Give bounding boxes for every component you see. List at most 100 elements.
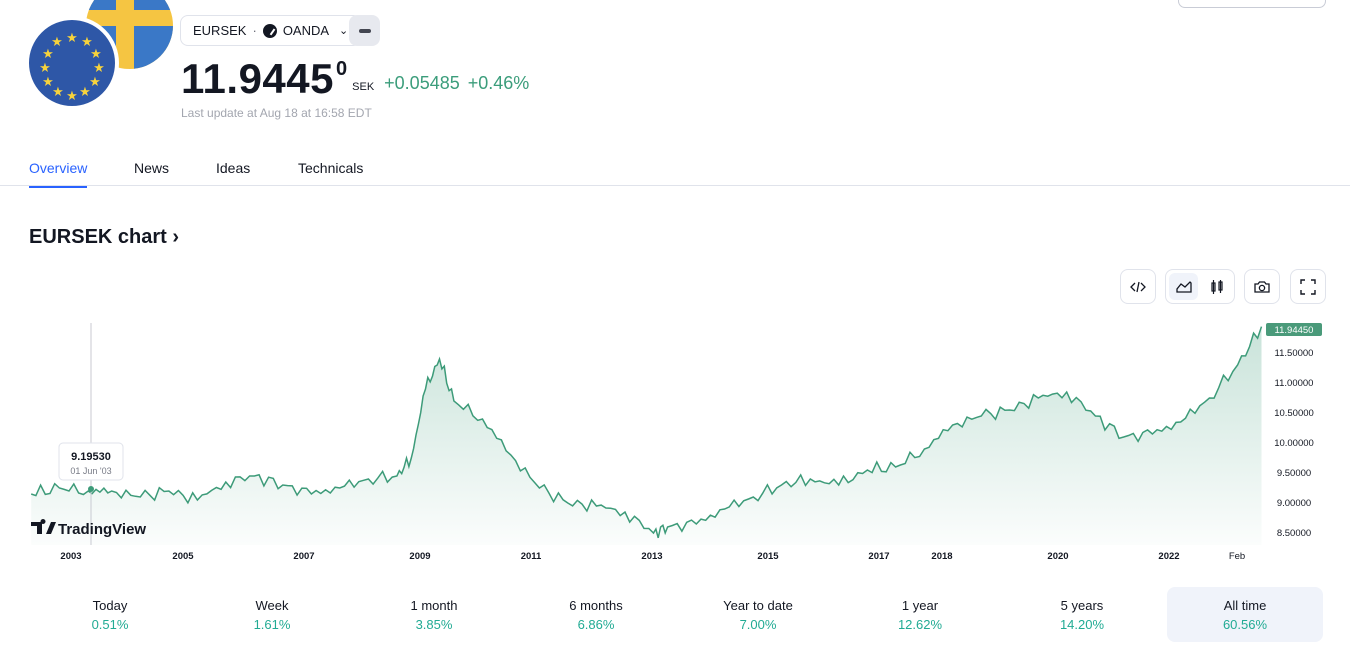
perf-year-to-date[interactable]: Year to date 7.00% bbox=[680, 587, 836, 642]
svg-text:★: ★ bbox=[42, 47, 54, 62]
y-tick-label: 11.00000 bbox=[1275, 378, 1314, 389]
y-axis: 8.50000 9.00000 9.50000 10.00000 10.50000 11.… bbox=[1274, 348, 1314, 539]
x-tick-label: 2022 bbox=[1158, 551, 1179, 562]
last-price: 11.9445 bbox=[181, 55, 335, 102]
svg-text:★: ★ bbox=[66, 31, 78, 46]
svg-text:★: ★ bbox=[79, 85, 91, 100]
fullscreen-icon bbox=[1300, 278, 1316, 295]
price-change-percent: +0.46% bbox=[467, 73, 530, 93]
perf-value: 60.56% bbox=[1222, 617, 1268, 632]
svg-text:★: ★ bbox=[66, 89, 78, 104]
y-tick-label: 9.00000 bbox=[1277, 498, 1311, 509]
perf-1-year[interactable]: 1 year 12.62% bbox=[842, 587, 998, 642]
svg-text:★: ★ bbox=[93, 61, 105, 76]
x-tick-label: 2015 bbox=[757, 551, 779, 562]
svg-text:★: ★ bbox=[39, 61, 51, 76]
price-change-absolute: +0.05485 bbox=[384, 73, 460, 93]
price-currency: SEK bbox=[352, 81, 375, 93]
svg-text:★: ★ bbox=[52, 85, 64, 100]
perf-today[interactable]: Today 0.51% bbox=[32, 587, 188, 642]
perf-value: 7.00% bbox=[739, 617, 777, 632]
price-chart[interactable]: 9.19530 01 Jun '03 TradingView 2003 2005 2… bbox=[0, 315, 1350, 570]
broker-name: OANDA bbox=[282, 23, 330, 38]
x-tick-label: 2013 bbox=[641, 551, 662, 562]
symbol-ticker: EURSEK bbox=[193, 23, 247, 38]
x-tick-label: 2017 bbox=[868, 551, 889, 562]
currency-flags: ★ ★ ★ ★ ★ ★ ★ ★ ★ ★ ★ ★ bbox=[20, 0, 177, 115]
perf-value: 14.20% bbox=[1059, 617, 1105, 632]
perf-label: Week bbox=[255, 598, 289, 613]
y-tick-label: 8.50000 bbox=[1277, 528, 1311, 539]
perf-all-time[interactable]: All time 60.56% bbox=[1167, 587, 1323, 642]
minus-icon bbox=[358, 28, 371, 33]
x-tick-label: 2020 bbox=[1047, 551, 1068, 562]
svg-text:★: ★ bbox=[42, 75, 54, 90]
tooltip-date: 01 Jun '03 bbox=[70, 466, 111, 476]
perf-label: 6 months bbox=[569, 598, 623, 613]
y-tick-label: 9.50000 bbox=[1277, 468, 1311, 479]
separator-dot: · bbox=[252, 23, 257, 38]
header-button-edge[interactable] bbox=[1178, 0, 1326, 8]
svg-text:★: ★ bbox=[51, 35, 63, 50]
perf-value: 3.85% bbox=[415, 617, 453, 632]
tab-technicals[interactable]: Technicals bbox=[298, 160, 364, 176]
camera-icon bbox=[1254, 280, 1270, 293]
perf-label: Year to date bbox=[723, 598, 793, 613]
perf-label: 1 month bbox=[410, 598, 458, 613]
last-price-label: 11.94450 bbox=[1266, 323, 1322, 336]
perf-value: 12.62% bbox=[897, 617, 943, 632]
fullscreen-button[interactable] bbox=[1290, 269, 1326, 304]
chart-type-toggle bbox=[1165, 269, 1235, 304]
oanda-logo-icon bbox=[262, 23, 277, 38]
area-chart-icon bbox=[1175, 280, 1192, 293]
eu-flag-icon: ★ ★ ★ ★ ★ ★ ★ ★ ★ ★ ★ ★ bbox=[25, 16, 119, 110]
price-line bbox=[30, 326, 1263, 539]
perf-value: 6.86% bbox=[577, 617, 615, 632]
section-tabs: Overview News Ideas Technicals bbox=[0, 150, 1350, 188]
chart-title: EURSEK chart bbox=[29, 226, 167, 248]
price-area-fill bbox=[31, 326, 1262, 545]
crosshair-dot bbox=[88, 486, 94, 492]
candles-chart-button[interactable] bbox=[1202, 273, 1231, 300]
svg-text:★: ★ bbox=[90, 47, 102, 62]
x-tick-label: 2007 bbox=[293, 551, 314, 562]
perf-label: 1 year bbox=[901, 598, 939, 613]
svg-text:★: ★ bbox=[89, 75, 101, 90]
area-chart-button[interactable] bbox=[1169, 273, 1198, 300]
chevron-right-icon: › bbox=[172, 226, 180, 248]
code-icon bbox=[1130, 281, 1146, 292]
y-tick-label: 10.00000 bbox=[1274, 438, 1314, 449]
perf-1-month[interactable]: 1 month 3.85% bbox=[356, 587, 512, 642]
last-update-text: Last update at Aug 18 at 16:58 EDT bbox=[181, 106, 372, 120]
symbol-exchange-selector[interactable]: EURSEK · OANDA ⌄ bbox=[180, 15, 362, 46]
y-tick-label: 11.50000 bbox=[1275, 348, 1314, 359]
perf-6-months[interactable]: 6 months 6.86% bbox=[518, 587, 674, 642]
watermark-text: TradingView bbox=[58, 521, 146, 538]
candles-icon bbox=[1210, 279, 1223, 294]
tradingview-watermark: TradingView bbox=[31, 519, 146, 538]
price-block: 11.9445 0 SEK +0.05485 +0.46% bbox=[181, 55, 529, 103]
embed-button[interactable] bbox=[1120, 269, 1156, 304]
x-tick-label: Feb bbox=[1229, 551, 1245, 562]
tab-overview[interactable]: Overview bbox=[29, 160, 88, 188]
tab-news[interactable]: News bbox=[134, 160, 170, 176]
tab-ideas[interactable]: Ideas bbox=[216, 160, 251, 176]
x-tick-label: 2005 bbox=[172, 551, 194, 562]
snapshot-button[interactable] bbox=[1244, 269, 1280, 304]
perf-value: 0.51% bbox=[91, 617, 129, 632]
y-tick-label: 10.50000 bbox=[1274, 408, 1314, 419]
perf-week[interactable]: Week 1.61% bbox=[194, 587, 350, 642]
x-tick-label: 2011 bbox=[521, 551, 542, 562]
tooltip-value: 9.19530 bbox=[71, 451, 111, 463]
price-superscript-digit: 0 bbox=[336, 58, 348, 80]
perf-label: Today bbox=[92, 598, 128, 613]
x-tick-label: 2018 bbox=[931, 551, 952, 562]
last-value-label: 11.94450 bbox=[1275, 325, 1314, 336]
x-tick-label: 2003 bbox=[60, 551, 81, 562]
perf-label: 5 years bbox=[1060, 598, 1104, 613]
x-tick-label: 2009 bbox=[409, 551, 430, 562]
remove-from-watchlist-button[interactable] bbox=[349, 15, 380, 46]
perf-5-years[interactable]: 5 years 14.20% bbox=[1004, 587, 1160, 642]
chart-title-link[interactable]: EURSEK chart › bbox=[29, 226, 179, 249]
tradingview-logo-icon bbox=[31, 519, 56, 534]
